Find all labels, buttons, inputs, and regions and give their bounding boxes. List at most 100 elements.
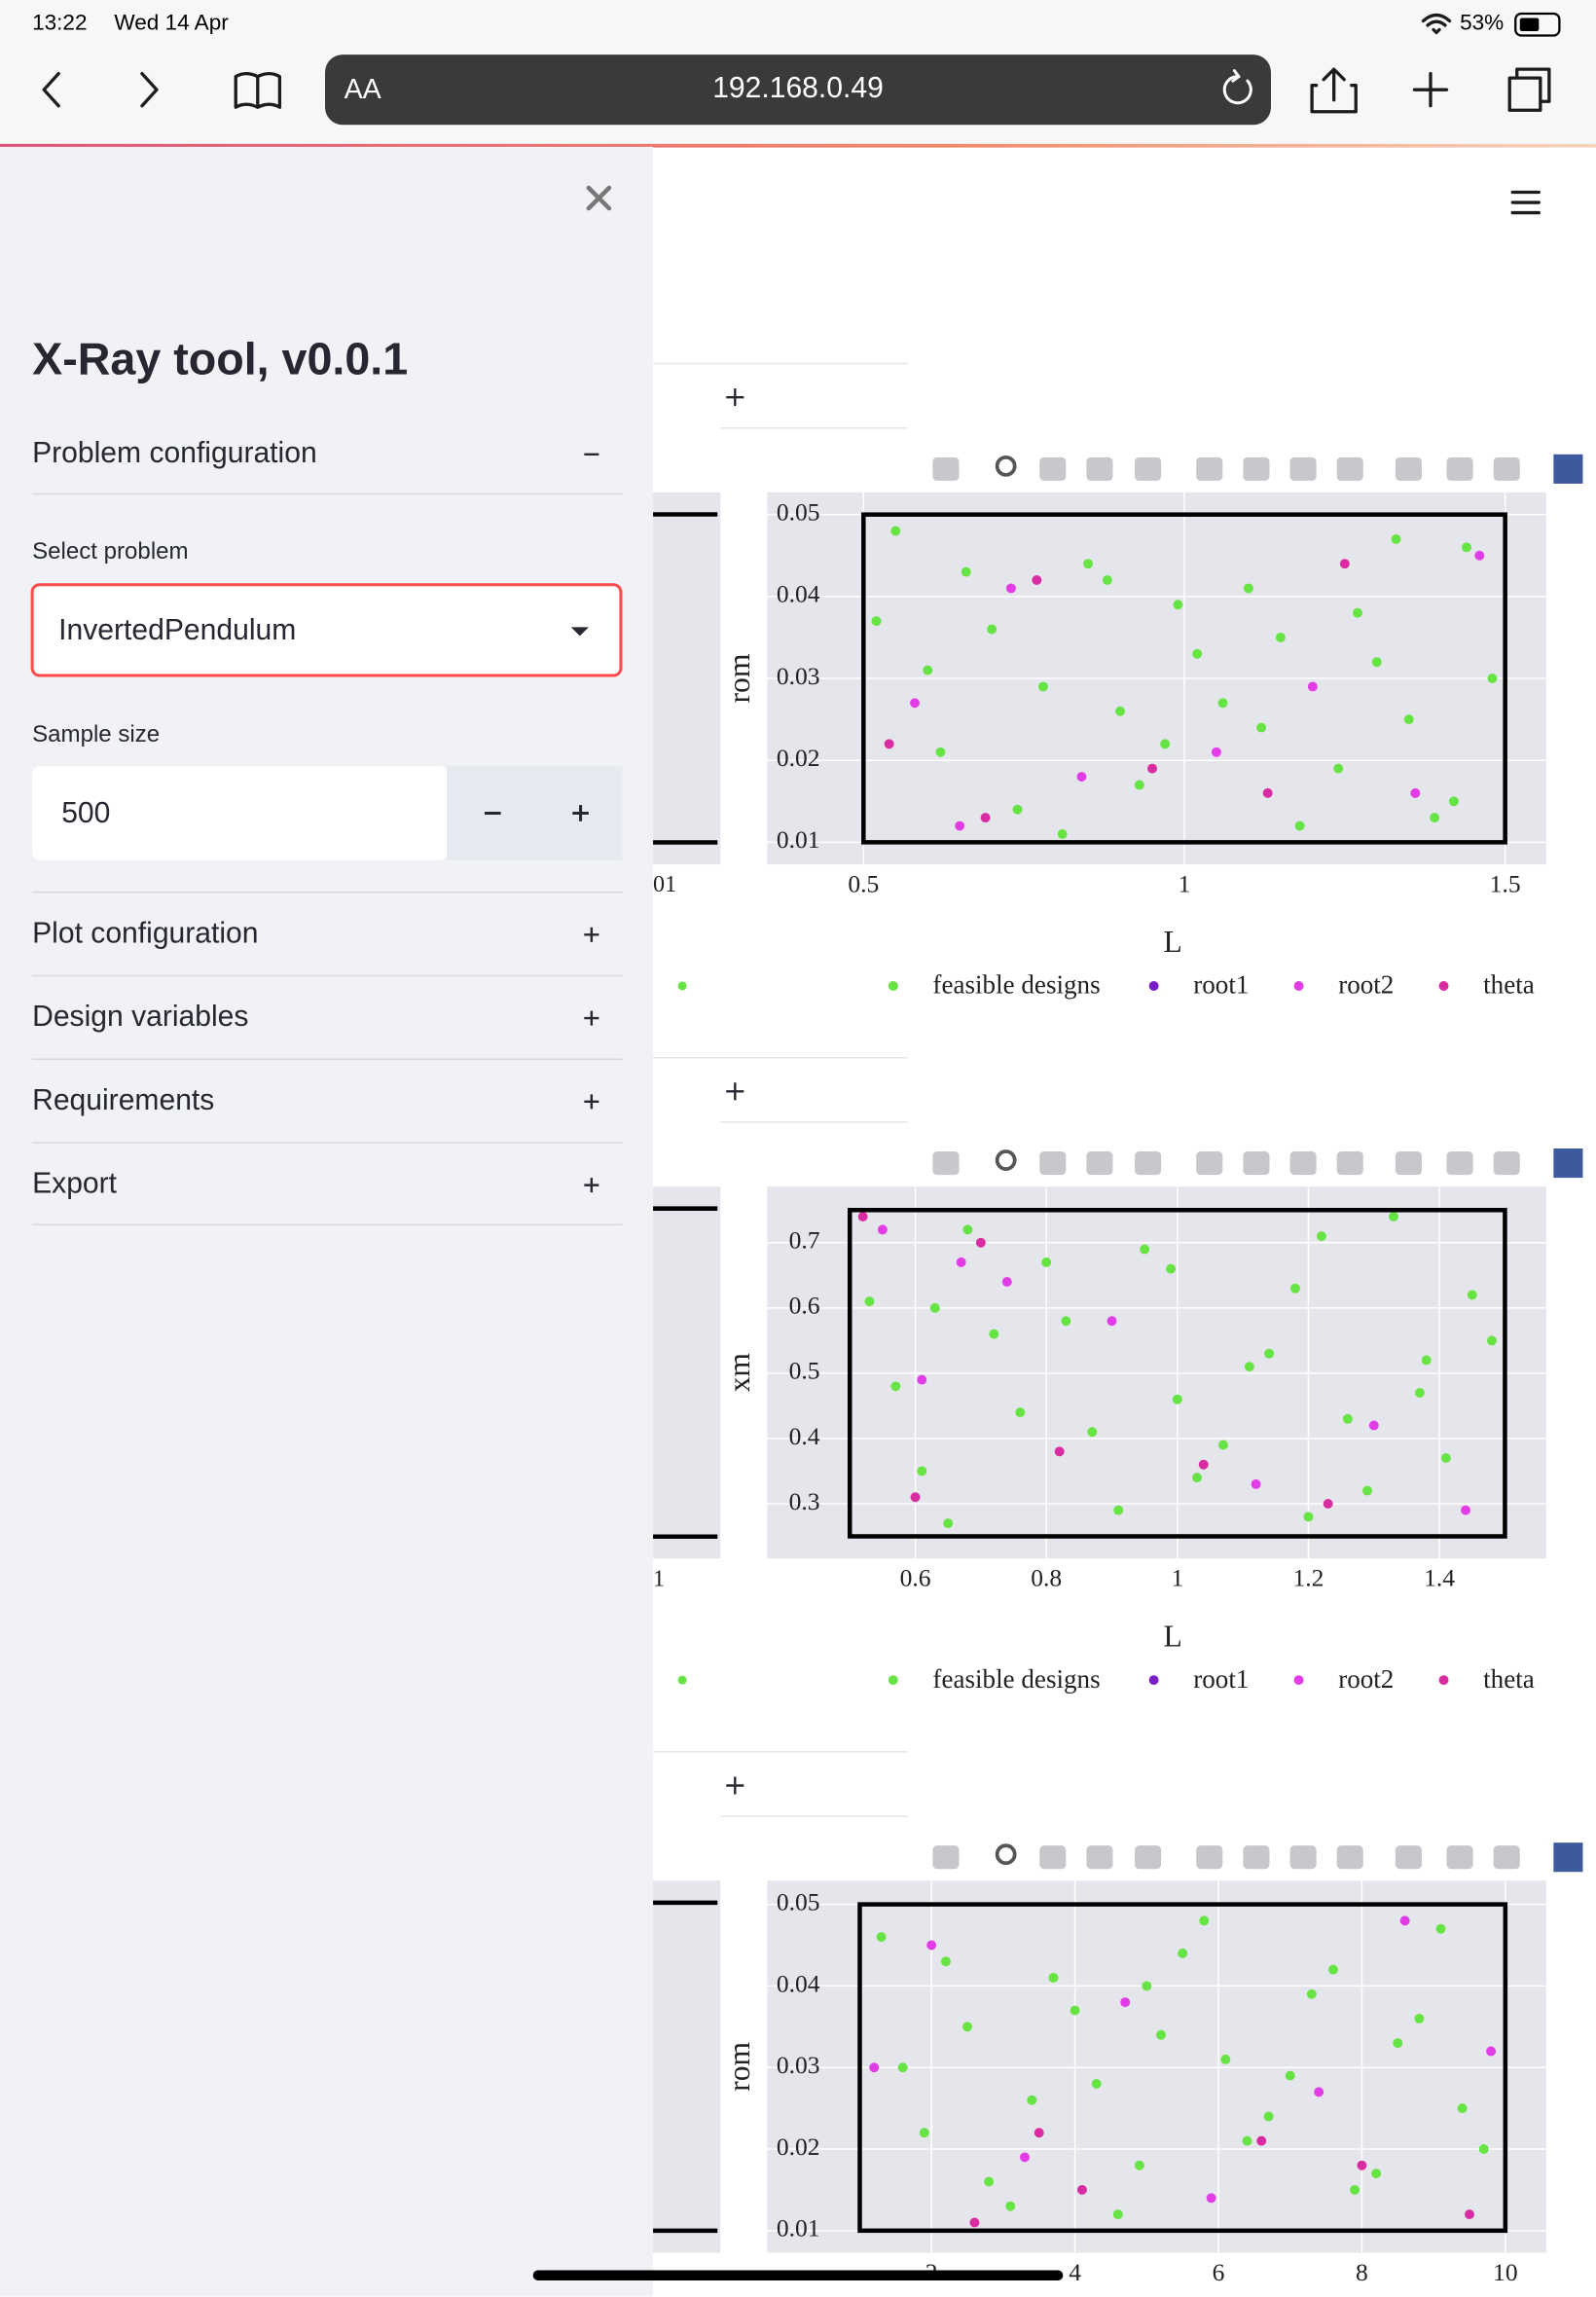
legend-marker[interactable] bbox=[888, 1675, 898, 1686]
neighbor-tick-label: 01 bbox=[653, 872, 676, 897]
y-tick-label: 0.4 bbox=[789, 1422, 820, 1450]
share-button[interactable] bbox=[1310, 67, 1358, 114]
legend-marker[interactable] bbox=[1293, 981, 1304, 991]
reload-button[interactable] bbox=[1222, 69, 1252, 105]
legend-label[interactable]: feasible designs bbox=[932, 970, 1100, 1000]
toolbar-button[interactable] bbox=[932, 1151, 960, 1176]
add-tab-button[interactable] bbox=[726, 1776, 744, 1795]
toolbar-zoom[interactable] bbox=[995, 455, 1017, 477]
toolbar-button[interactable] bbox=[1336, 456, 1363, 481]
toolbar-zoom[interactable] bbox=[995, 1149, 1017, 1171]
add-tab-button[interactable] bbox=[726, 1082, 744, 1101]
data-point bbox=[975, 1237, 986, 1248]
legend-marker[interactable] bbox=[888, 981, 898, 991]
menu-button[interactable] bbox=[1510, 190, 1541, 215]
design-box bbox=[847, 1207, 1507, 1539]
toolbar-button[interactable] bbox=[1395, 1151, 1422, 1176]
legend-label[interactable]: theta bbox=[1483, 1664, 1535, 1694]
data-point bbox=[1256, 722, 1267, 733]
toolbar-button[interactable] bbox=[1196, 1151, 1223, 1176]
legend-label[interactable]: feasible designs bbox=[932, 1664, 1100, 1694]
legend-label[interactable]: root2 bbox=[1338, 970, 1394, 1000]
sample-input[interactable] bbox=[32, 766, 449, 860]
toolbar-button[interactable] bbox=[1289, 1845, 1317, 1870]
toolbar-button[interactable] bbox=[1336, 1151, 1363, 1176]
data-point bbox=[1243, 583, 1253, 594]
toolbar-button[interactable] bbox=[1395, 456, 1422, 481]
toolbar-button[interactable] bbox=[1243, 1151, 1270, 1176]
toolbar-button[interactable] bbox=[1289, 1151, 1317, 1176]
tabs-button[interactable] bbox=[1507, 67, 1551, 112]
legend-marker[interactable] bbox=[1438, 1675, 1449, 1686]
expand-icon[interactable] bbox=[584, 927, 599, 942]
expand-icon[interactable] bbox=[584, 1094, 599, 1110]
toolbar-logo[interactable] bbox=[1553, 454, 1583, 484]
data-point bbox=[940, 1956, 951, 1967]
data-point bbox=[1211, 747, 1221, 757]
toolbar-button[interactable] bbox=[1086, 1845, 1113, 1870]
toolbar-button[interactable] bbox=[1086, 456, 1113, 481]
toolbar-button[interactable] bbox=[1039, 1845, 1067, 1870]
toolbar-button[interactable] bbox=[1446, 456, 1473, 481]
increment-button[interactable] bbox=[572, 805, 589, 821]
toolbar-logo[interactable] bbox=[1553, 1842, 1583, 1873]
toolbar-button[interactable] bbox=[1446, 1845, 1473, 1870]
y-tick-label: 0.04 bbox=[777, 1969, 820, 1997]
legend-marker[interactable] bbox=[1293, 1675, 1304, 1686]
legend-marker[interactable] bbox=[1148, 981, 1159, 991]
data-point bbox=[871, 616, 882, 627]
data-point bbox=[926, 1940, 937, 1951]
neighbor-legend-marker bbox=[677, 981, 687, 991]
toolbar-button[interactable] bbox=[1493, 1845, 1520, 1870]
address-bar[interactable] bbox=[325, 55, 1271, 126]
section-title[interactable]: Requirements bbox=[32, 1084, 214, 1116]
toolbar-button[interactable] bbox=[1086, 1151, 1113, 1176]
toolbar-button[interactable] bbox=[1135, 1845, 1162, 1870]
toolbar-button[interactable] bbox=[1289, 456, 1317, 481]
legend-label[interactable]: theta bbox=[1483, 970, 1535, 1000]
section-title[interactable]: Plot configuration bbox=[32, 917, 258, 949]
back-button[interactable] bbox=[42, 71, 60, 108]
toolbar-button[interactable] bbox=[1446, 1151, 1473, 1176]
toolbar-button[interactable] bbox=[1243, 456, 1270, 481]
input-value: 500 bbox=[61, 797, 110, 829]
section-title[interactable]: Design variables bbox=[32, 1001, 248, 1033]
toolbar-zoom[interactable] bbox=[995, 1843, 1017, 1866]
legend-marker[interactable] bbox=[1148, 1675, 1159, 1686]
toolbar-button[interactable] bbox=[932, 456, 960, 481]
toolbar-button[interactable] bbox=[1135, 1151, 1162, 1176]
expand-icon[interactable] bbox=[584, 1010, 599, 1026]
new-tab-button[interactable] bbox=[1412, 71, 1449, 108]
toolbar-logo[interactable] bbox=[1553, 1148, 1583, 1179]
forward-button[interactable] bbox=[140, 71, 159, 108]
toolbar-button[interactable] bbox=[932, 1845, 960, 1870]
toolbar-button[interactable] bbox=[1196, 456, 1223, 481]
section-title[interactable]: Problem configuration bbox=[32, 437, 317, 469]
toolbar-button[interactable] bbox=[1493, 1151, 1520, 1176]
data-point bbox=[917, 1374, 927, 1385]
data-point bbox=[1178, 1948, 1188, 1958]
expand-icon[interactable] bbox=[584, 1178, 599, 1193]
section-title[interactable]: Export bbox=[32, 1168, 118, 1200]
legend-label[interactable]: root1 bbox=[1193, 1664, 1249, 1694]
toolbar-button[interactable] bbox=[1039, 1151, 1067, 1176]
toolbar-button[interactable] bbox=[1196, 1845, 1223, 1870]
toolbar-button[interactable] bbox=[1135, 456, 1162, 481]
legend-label[interactable]: root1 bbox=[1193, 970, 1249, 1000]
data-point bbox=[1275, 632, 1286, 642]
toolbar-button[interactable] bbox=[1493, 456, 1520, 481]
toolbar-button[interactable] bbox=[1395, 1845, 1422, 1870]
text-size-button[interactable]: AA bbox=[345, 74, 381, 105]
legend-label[interactable]: root2 bbox=[1338, 1664, 1394, 1694]
data-point bbox=[1041, 1257, 1052, 1267]
problem-select[interactable] bbox=[30, 583, 623, 677]
toolbar-button[interactable] bbox=[1039, 456, 1067, 481]
bookmarks-button[interactable] bbox=[234, 71, 282, 109]
toolbar-button[interactable] bbox=[1243, 1845, 1270, 1870]
data-point bbox=[1061, 1316, 1071, 1327]
close-sidebar[interactable] bbox=[586, 185, 612, 211]
data-point bbox=[1077, 2184, 1087, 2195]
legend-marker[interactable] bbox=[1438, 981, 1449, 991]
toolbar-button[interactable] bbox=[1336, 1845, 1363, 1870]
add-tab-button[interactable] bbox=[726, 388, 744, 407]
